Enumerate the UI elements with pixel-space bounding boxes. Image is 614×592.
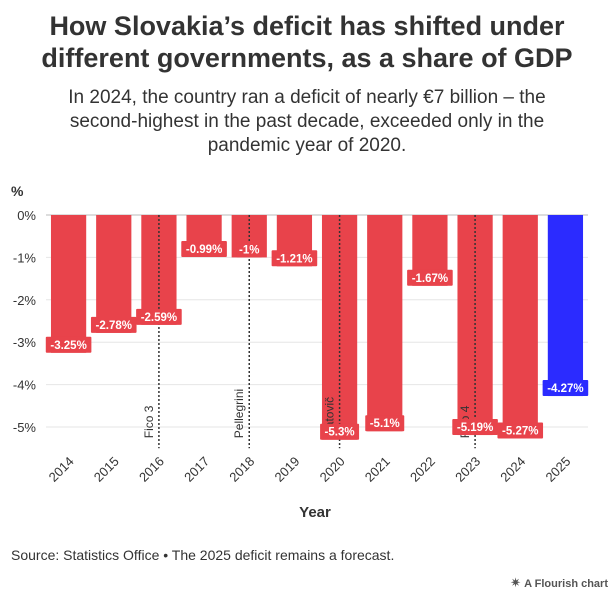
flourish-star-icon: ✷: [510, 575, 522, 590]
data-label: -1.21%: [276, 253, 312, 265]
data-label-bg: [320, 423, 360, 440]
data-label: -3.25%: [50, 340, 86, 352]
data-label-bg: [236, 241, 263, 258]
source-note: Source: Statistics Office • The 2025 def…: [11, 547, 395, 563]
data-label-bg: [407, 269, 453, 286]
data-label: -5.1%: [370, 418, 400, 430]
data-label-bg: [497, 422, 544, 439]
data-label: -5.27%: [502, 425, 538, 437]
x-tick-label: 2019: [271, 454, 302, 485]
data-label-bg: [181, 240, 227, 257]
chart-title-line-2: different governments, as a share of GDP: [41, 43, 573, 73]
data-label-bg: [90, 316, 137, 333]
y-tick-label: -5%: [13, 420, 37, 435]
bar: [141, 215, 177, 325]
chart-subtitle-line-2: second-highest in the past decade, excee…: [69, 111, 545, 132]
x-tick-label: 2018: [226, 454, 257, 485]
y-tick-label: -2%: [13, 293, 37, 308]
data-label-bg: [136, 308, 182, 325]
x-tick-label: 2014: [46, 454, 77, 485]
data-label-bg: [45, 336, 92, 353]
data-label: -2.59%: [141, 312, 177, 324]
chart-title-line-1: How Slovakia’s deficit has shifted under: [49, 11, 565, 41]
bar: [367, 215, 403, 432]
x-tick-label: 2017: [181, 454, 212, 485]
bar: [502, 215, 538, 439]
data-label-bg: [542, 380, 589, 397]
x-tick-label: 2020: [317, 454, 348, 485]
data-label-bg: [271, 250, 318, 267]
flourish-credit-label: A Flourish chart: [524, 578, 608, 590]
chart-subtitle: In 2024, the country ran a deficit of ne…: [10, 86, 604, 158]
data-label: -5.19%: [457, 422, 493, 434]
x-tick-label: 2024: [497, 454, 528, 485]
y-tick-label: 0%: [17, 208, 36, 223]
annotation-label: Fico 3: [142, 405, 156, 438]
y-axis-label: %: [11, 183, 24, 199]
x-tick-label: 2023: [452, 454, 483, 485]
data-label: -1%: [239, 244, 259, 256]
data-label-bg: [452, 419, 498, 436]
data-label: -0.99%: [186, 244, 222, 256]
y-tick-label: -1%: [13, 250, 37, 265]
bar: [547, 215, 584, 397]
x-tick-label: 2016: [136, 454, 167, 485]
y-tick-label: -3%: [13, 335, 37, 350]
annotation-label: Pellegrini: [232, 389, 246, 438]
x-axis-label: Year: [299, 504, 331, 521]
chart-subtitle-line-3: pandemic year of 2020.: [207, 135, 407, 156]
chart-title: How Slovakia’s deficit has shifted under…: [0, 10, 614, 74]
x-tick-label: 2025: [542, 454, 573, 485]
bar: [50, 215, 87, 353]
data-label: -5.3%: [325, 427, 355, 439]
data-label-bg: [365, 415, 405, 432]
x-tick-label: 2022: [407, 454, 438, 485]
data-label: -2.78%: [96, 320, 132, 332]
x-tick-label: 2021: [362, 454, 393, 485]
bar: [96, 215, 132, 333]
bar-chart: %0%-1%-2%-3%-4%-5% Fico 3 Pellegrini Matovi…: [11, 183, 589, 521]
data-label: -4.27%: [547, 383, 583, 395]
flourish-credit-link[interactable]: ✷ A Flourish chart: [510, 575, 608, 591]
y-tick-label: -4%: [13, 378, 37, 393]
data-label: -1.67%: [412, 273, 448, 285]
chart-subtitle-line-1: In 2024, the country ran a deficit of ne…: [68, 87, 546, 108]
x-tick-label: 2015: [91, 454, 122, 485]
